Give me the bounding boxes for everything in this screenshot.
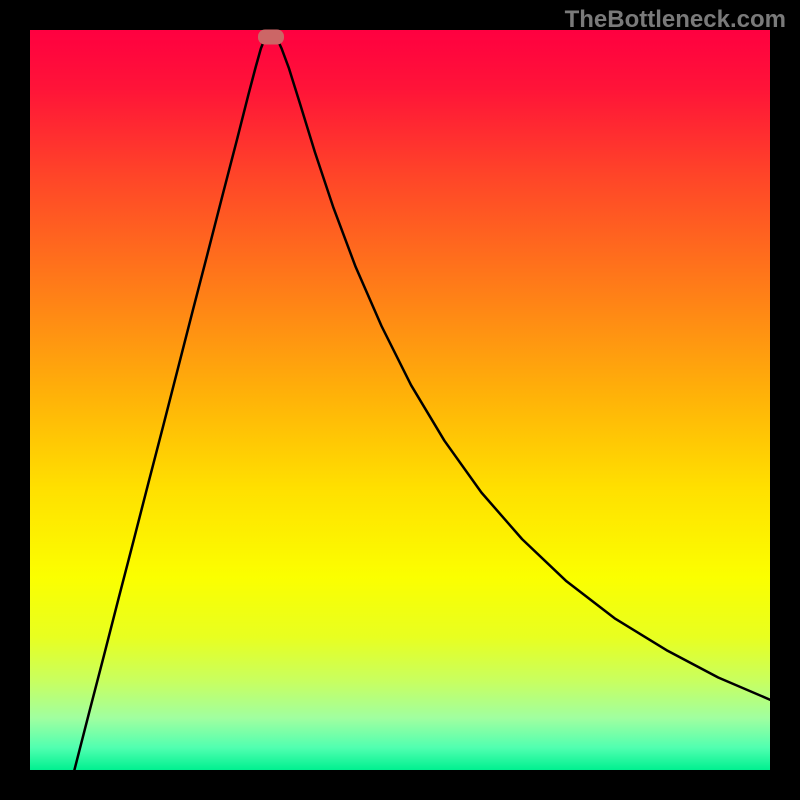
- bottleneck-curve: [30, 30, 770, 770]
- attribution-text: TheBottleneck.com: [565, 6, 786, 34]
- minimum-marker: [258, 30, 284, 45]
- plot-area: [30, 30, 770, 770]
